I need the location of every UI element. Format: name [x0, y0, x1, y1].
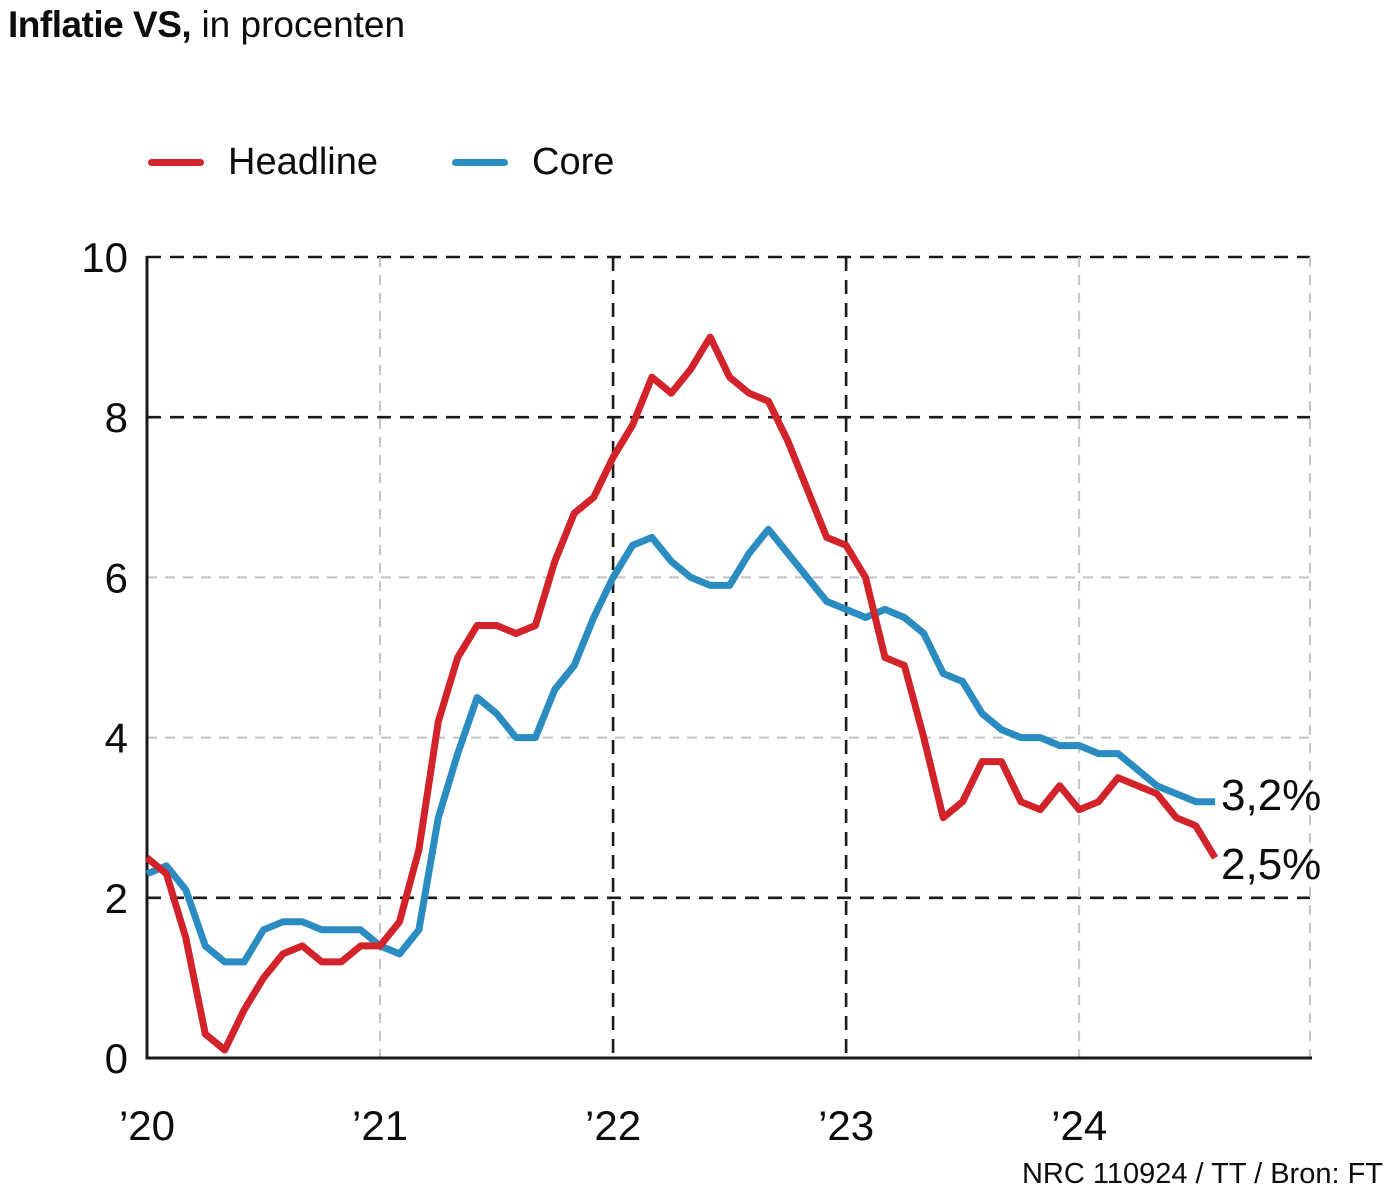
- chart-title: Inflatie VS, in procenten: [8, 2, 405, 48]
- legend: Headline Core: [148, 138, 614, 186]
- core-line-swatch: [452, 158, 508, 166]
- y-tick-label-4: 4: [105, 715, 128, 762]
- source-credit: NRC 110924 / TT / Bron: FT: [1021, 1158, 1383, 1190]
- legend-label-headline: Headline: [228, 140, 378, 183]
- core-end-value-label: 3,2%: [1221, 771, 1322, 820]
- x-tick-label-20: ’20: [119, 1102, 175, 1149]
- chart-title-subtitle: in procenten: [201, 4, 406, 45]
- y-tick-label-0: 0: [105, 1035, 128, 1082]
- y-tick-label-6: 6: [105, 554, 128, 601]
- chart-title-bold: Inflatie VS,: [8, 4, 192, 45]
- x-tick-label-23: ’23: [818, 1102, 874, 1149]
- x-tick-label-22: ’22: [585, 1102, 641, 1149]
- legend-item-core: Core: [452, 141, 614, 184]
- y-tick-label-8: 8: [105, 394, 128, 441]
- headline-end-value-label: 2,5%: [1221, 840, 1322, 889]
- core-line: [145, 525, 1216, 966]
- headline-line: [144, 333, 1219, 1054]
- y-tick-label-2: 2: [105, 875, 128, 922]
- legend-label-core: Core: [532, 140, 615, 183]
- x-tick-label-21: ’21: [352, 1102, 408, 1149]
- headline-line-swatch: [148, 158, 204, 166]
- legend-item-headline: Headline: [148, 141, 378, 184]
- x-tick-label-24: ’24: [1051, 1102, 1107, 1149]
- y-tick-label-10: 10: [81, 234, 128, 281]
